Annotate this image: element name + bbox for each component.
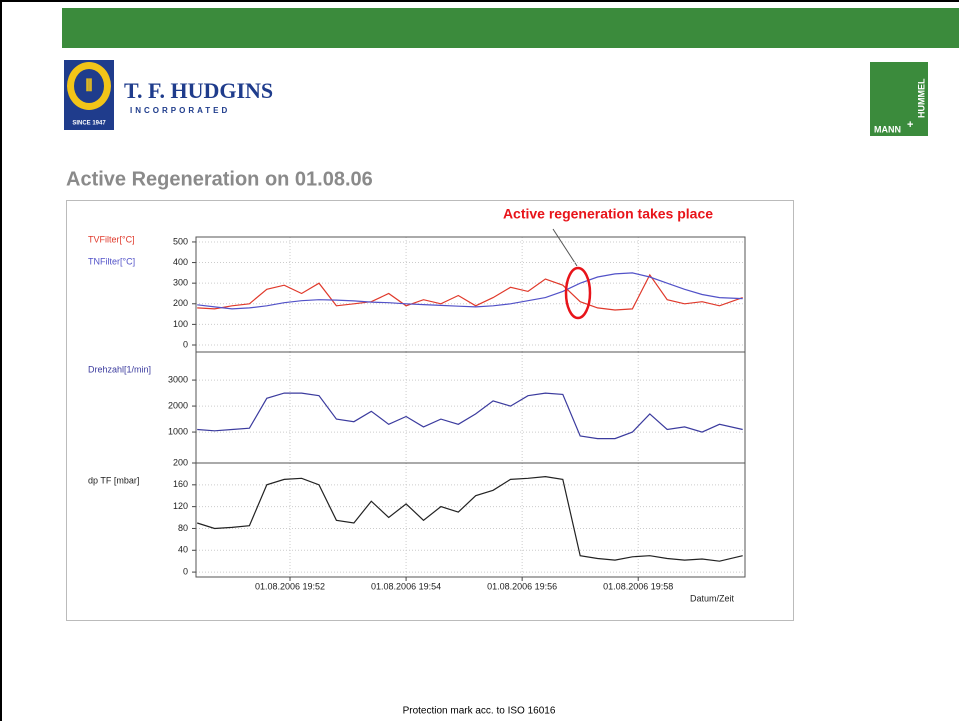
series-line [197, 272, 743, 310]
y-tick-label: 500 [173, 236, 188, 246]
x-axis-title: Datum/Zeit [690, 593, 735, 603]
logo-sub: INCORPORATED [130, 106, 230, 115]
annotation-ellipse [564, 266, 592, 320]
x-tick-label: 01.08.2006 19:56 [487, 581, 557, 591]
y-tick-label: 300 [173, 278, 188, 288]
y-tick-label: 80 [178, 523, 188, 533]
logo-right-plus: + [907, 119, 913, 131]
x-tick-label: 01.08.2006 19:58 [603, 581, 673, 591]
series-line [197, 392, 743, 440]
logo-since: SINCE 1947 [72, 121, 106, 127]
y-tick-label: 2000 [168, 400, 188, 410]
y-tick-label: 1000 [168, 426, 188, 436]
logo-right-text: MANN [874, 124, 901, 134]
panel-frame [195, 462, 746, 578]
y-tick-label: 40 [178, 545, 188, 555]
series-label: dp TF [mbar] [88, 475, 139, 485]
series-label: Drehzahl[1/min] [88, 364, 151, 374]
y-tick-label: 400 [173, 257, 188, 267]
y-tick-label: 200 [173, 457, 188, 467]
header-bar [62, 8, 959, 48]
y-tick-label: 160 [173, 479, 188, 489]
y-tick-label: 100 [173, 319, 188, 329]
y-tick-label: 0 [183, 566, 188, 576]
y-tick-label: 200 [173, 298, 188, 308]
y-tick-label: 120 [173, 501, 188, 511]
y-tick-label: 0 [183, 339, 188, 349]
logo-emblem: ⦀ [85, 78, 92, 95]
series-label: TVFilter[°C] [88, 234, 135, 244]
annotation-pointer [552, 228, 578, 267]
y-tick-label: 3000 [168, 374, 188, 384]
logo-name: T. F. HUDGINS [124, 78, 273, 103]
slide-title: Active Regeneration on 01.08.06 [66, 168, 373, 190]
logo-emblem [74, 69, 104, 103]
series-line [197, 273, 743, 311]
logo-right-text: HUMMEL [916, 78, 926, 118]
annotation: Active regeneration takes place [503, 206, 713, 222]
series-line [197, 475, 743, 562]
x-tick-label: 01.08.2006 19:54 [371, 581, 441, 591]
x-tick-label: 01.08.2006 19:52 [255, 581, 325, 591]
series-label: TNFilter[°C] [88, 256, 135, 266]
logo-right [870, 62, 928, 136]
footer: Protection mark acc. to ISO 16016 [403, 706, 556, 717]
